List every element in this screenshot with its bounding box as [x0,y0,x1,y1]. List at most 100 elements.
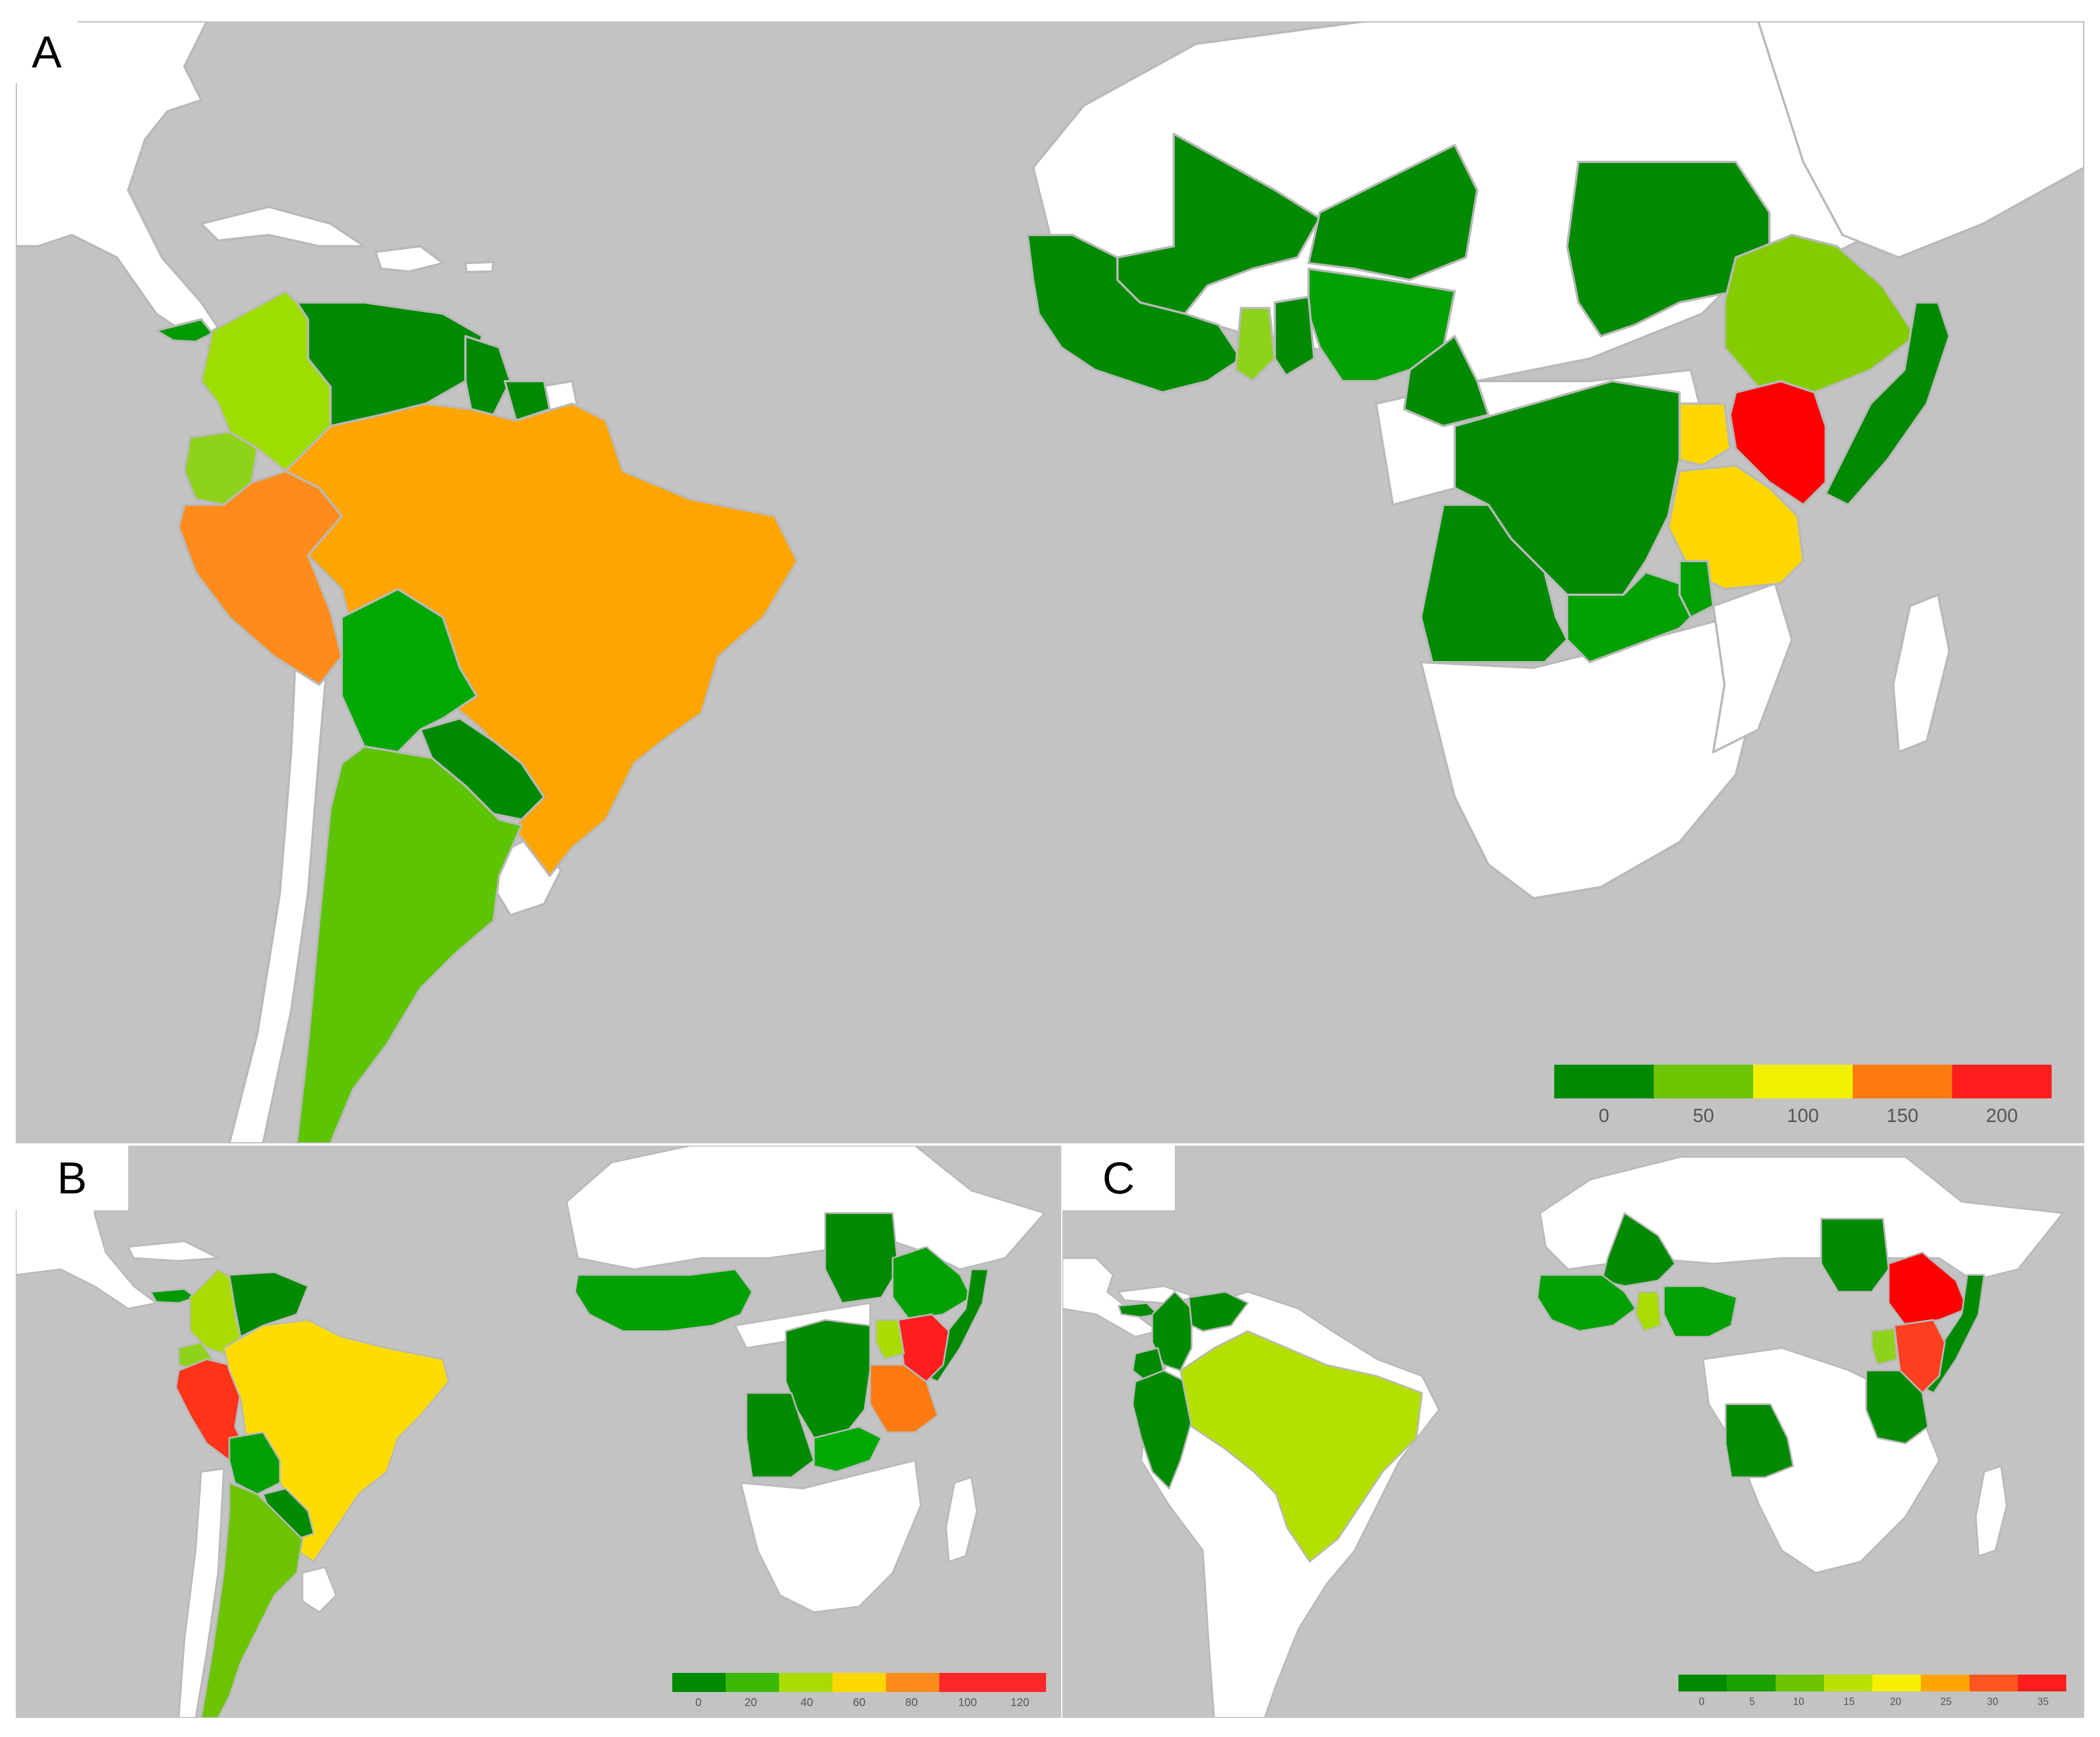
country-peru[interactable] [178,470,343,686]
country-cameroon[interactable] [1403,335,1490,427]
country-angola[interactable] [1725,1403,1794,1478]
panel-b-map: B 0 20 40 60 80 100 120 [16,1146,1061,1718]
legend-b-swatch-4 [832,1673,886,1692]
legend-b-swatch-5 [886,1673,939,1692]
country-angola[interactable] [1420,504,1568,663]
legend-b-swatch-3 [779,1673,832,1692]
legend-b-swatch-2 [726,1673,779,1692]
legend-c-tick: 25 [1940,1696,1952,1707]
panel-b-label: B [16,1146,128,1210]
caribbean-land [127,1240,219,1262]
legend-b-tick: 80 [905,1697,918,1709]
country-ethiopia[interactable] [1723,234,1917,393]
region-togo-benin[interactable] [1274,296,1315,377]
legend-a-swatch-4 [1853,1065,1952,1098]
region-west-africa[interactable] [1536,1274,1637,1332]
country-sudan[interactable] [824,1212,899,1304]
country-nigeria[interactable] [1307,268,1456,382]
country-malawi[interactable] [1678,560,1714,618]
madagascar-land [945,1476,978,1563]
legend-a-tick: 150 [1886,1105,1918,1127]
legend-c-tick: 20 [1890,1696,1902,1707]
legend-a-tick: 100 [1787,1105,1819,1127]
legend-a-swatch-2 [1654,1065,1753,1098]
caribbean-cuba-land [200,206,365,247]
country-brazil[interactable] [284,402,798,877]
panel-b-legend: 0 20 40 60 80 100 120 [672,1673,1046,1715]
caribbean-hispaniola-land [374,245,444,273]
panel-a-label: A [16,21,78,83]
country-brazil[interactable] [1179,1330,1423,1563]
country-nigeria[interactable] [1663,1285,1738,1338]
country-argentina[interactable] [296,745,523,1143]
country-niger[interactable] [1307,144,1478,281]
chile-land [228,622,332,1143]
country-sudan[interactable] [1566,161,1771,337]
country-guyana[interactable] [464,335,512,416]
country-ethiopia[interactable] [1888,1251,1968,1327]
legend-c-swatch-6 [1921,1675,1970,1691]
legend-c-swatch-7 [1969,1675,2018,1691]
legend-c-tick: 10 [1793,1696,1804,1707]
arabia-land [1757,21,2084,259]
country-tanzania[interactable] [1667,464,1804,590]
country-ghana[interactable] [1234,307,1276,382]
africa-north-land [565,1146,1046,1270]
country-somalia[interactable] [1825,301,1950,506]
legend-c-swatch-3 [1775,1675,1824,1691]
country-tanzania[interactable] [1865,1369,1929,1445]
uruguay-land [301,1566,337,1613]
panel-c-legend: 0 5 10 15 20 25 30 35 [1678,1675,2066,1714]
legend-b-swatch-6 [939,1673,993,1692]
legend-c-swatch-1 [1678,1675,1727,1691]
legend-a-swatch-1 [1554,1065,1654,1098]
country-mali[interactable] [1601,1212,1676,1287]
country-sudan[interactable] [1820,1218,1890,1293]
legend-a-tick: 0 [1599,1105,1609,1127]
legend-b-swatch-1 [672,1673,726,1692]
country-argentina[interactable] [200,1482,304,1718]
mozambique-land [1712,582,1793,753]
region-west-africa-coast[interactable] [1026,234,1242,393]
legend-c-swatch-5 [1872,1675,1921,1691]
country-panama[interactable] [150,1288,197,1304]
legend-b-tick: 120 [1010,1697,1030,1709]
legend-c-tick: 15 [1843,1696,1855,1707]
madagascar-land [1892,594,1950,753]
legend-c-swatch-4 [1823,1675,1872,1691]
country-venezuela[interactable] [1188,1291,1249,1332]
country-ethiopia[interactable] [891,1246,972,1321]
country-venezuela[interactable] [228,1271,309,1338]
panel-c-svg [1062,1156,2064,1718]
legend-b-swatch-7 [993,1673,1046,1692]
country-uganda[interactable] [1678,402,1731,467]
panel-a-map: A 0 50 100 150 200 [16,21,2084,1143]
panel-c-label: C [1062,1146,1175,1210]
country-mali[interactable] [1116,133,1321,315]
country-uganda[interactable] [1871,1327,1898,1366]
panel-a-legend: 0 50 100 150 200 [1554,1065,2052,1127]
legend-a-tick: 50 [1692,1105,1714,1127]
legend-a-tick: 200 [1986,1105,2018,1127]
country-bolivia[interactable] [228,1431,281,1495]
country-ghana[interactable] [1635,1291,1662,1332]
country-panama[interactable] [1117,1302,1159,1318]
country-tanzania[interactable] [869,1364,939,1433]
region-west-africa[interactable] [574,1268,753,1332]
country-panama[interactable] [155,318,214,343]
north-america-land [16,21,225,337]
legend-b-tick: 40 [800,1697,813,1709]
country-bolivia[interactable] [341,588,478,753]
legend-b-tick: 0 [695,1697,702,1709]
legend-c-swatch-2 [1727,1675,1776,1691]
country-angola[interactable] [745,1392,815,1478]
panel-a-svg [16,21,2084,1143]
country-colombia[interactable] [1151,1291,1193,1372]
country-uganda[interactable] [875,1319,905,1360]
country-peru[interactable] [1132,1369,1193,1490]
legend-b-tick: 60 [853,1697,866,1709]
country-kenya[interactable] [1729,380,1827,506]
north-america-land [1062,1257,1159,1338]
country-zambia[interactable] [813,1426,882,1473]
africa-south-land [740,1459,922,1613]
